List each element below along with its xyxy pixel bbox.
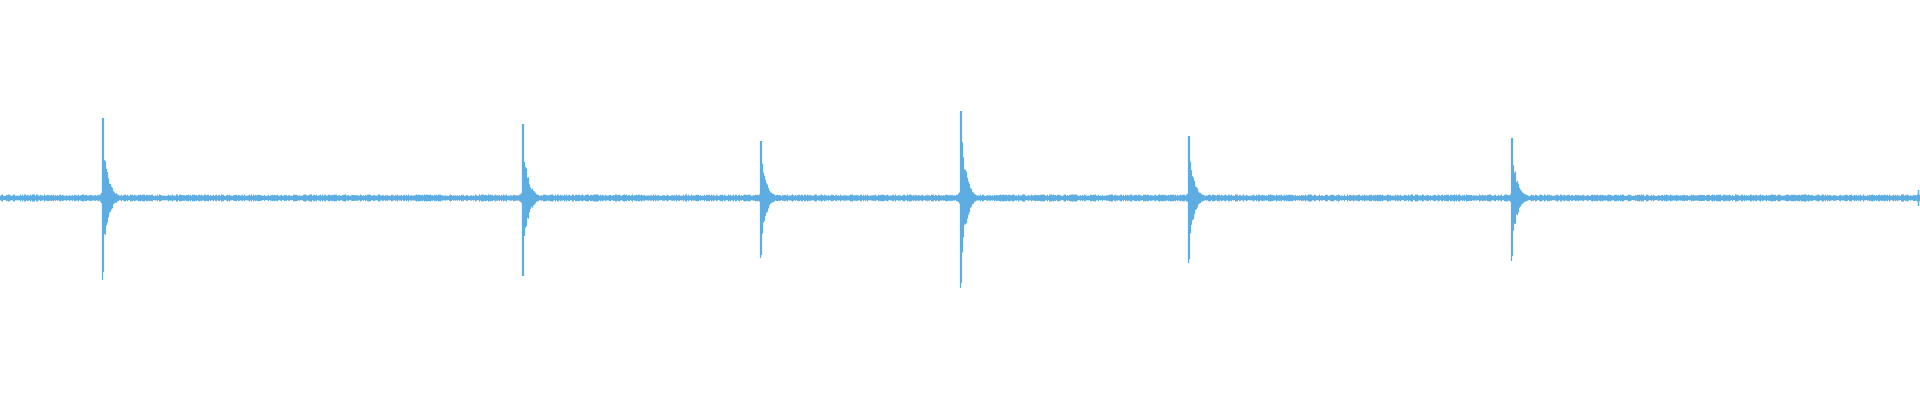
transient-2 (517, 124, 583, 276)
waveform-transients (97, 111, 1920, 288)
waveform-noise-floor (0, 194, 1920, 202)
transient-3 (755, 141, 821, 258)
transient-1 (97, 118, 163, 280)
transient-6 (1506, 138, 1572, 261)
noise-floor (0, 194, 1920, 202)
transient-4 (955, 111, 1021, 288)
transient-5 (1183, 136, 1249, 263)
